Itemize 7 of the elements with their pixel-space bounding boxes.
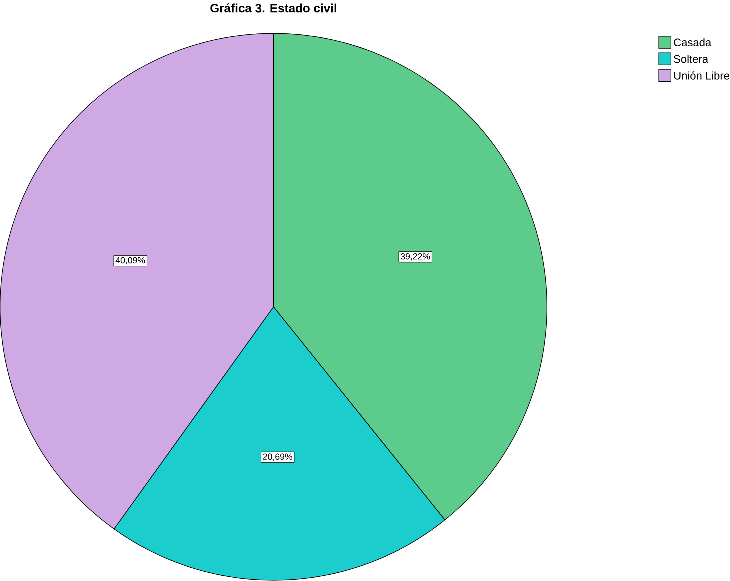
legend-label: Soltera bbox=[674, 55, 709, 64]
data-label: 39,22% bbox=[400, 254, 430, 261]
chart-title: Gráfica 3. Estado civil bbox=[210, 4, 336, 13]
legend-label: Casada bbox=[674, 38, 712, 47]
data-label: 40,09% bbox=[116, 257, 146, 265]
legend-label: Unión Libre bbox=[674, 72, 730, 80]
data-label: 20,69% bbox=[263, 454, 292, 462]
